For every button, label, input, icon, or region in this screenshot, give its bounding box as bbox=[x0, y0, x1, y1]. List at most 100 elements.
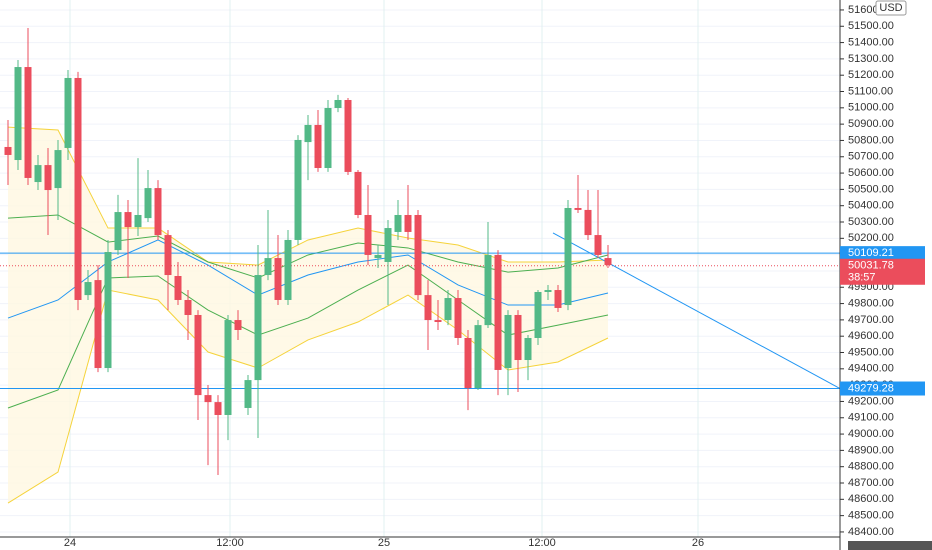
y-tick-label: 49000.00 bbox=[848, 428, 894, 440]
trend-line bbox=[552, 232, 841, 389]
y-tick-label: 49400.00 bbox=[848, 363, 894, 375]
y-tick-label: 51000.00 bbox=[848, 102, 894, 114]
candle-body bbox=[544, 290, 552, 292]
candle-body bbox=[24, 67, 32, 178]
x-tick-label: 26 bbox=[692, 537, 704, 549]
candle-body bbox=[474, 325, 482, 389]
candle-body bbox=[274, 258, 282, 300]
y-tick-label: 49500.00 bbox=[848, 346, 894, 358]
candle-body bbox=[54, 150, 62, 189]
candle-body bbox=[304, 124, 312, 143]
candle-body bbox=[104, 252, 112, 369]
candle-body bbox=[154, 188, 162, 236]
candle-body bbox=[94, 280, 102, 369]
candle-body bbox=[114, 212, 122, 251]
candle-body bbox=[214, 402, 222, 415]
y-tick-label: 49700.00 bbox=[848, 314, 894, 326]
candle-body bbox=[244, 380, 252, 408]
candle-body bbox=[334, 99, 342, 108]
candle-body bbox=[584, 209, 592, 236]
candle-body bbox=[164, 235, 172, 276]
y-tick-label: 48900.00 bbox=[848, 444, 894, 456]
candle-body bbox=[84, 282, 92, 296]
candle-body bbox=[4, 146, 12, 155]
y-tick-label: 49200.00 bbox=[848, 395, 894, 407]
y-tick-label: 49100.00 bbox=[848, 412, 894, 424]
y-tick-label: 48600.00 bbox=[848, 493, 894, 505]
price-label: 49279.28 bbox=[848, 382, 894, 394]
candle-body bbox=[314, 124, 322, 169]
candle-body bbox=[444, 298, 452, 321]
y-tick-label: 50800.00 bbox=[848, 134, 894, 146]
x-tick-label: 25 bbox=[378, 537, 390, 549]
y-tick-label: 48400.00 bbox=[848, 526, 894, 538]
candle-body bbox=[14, 67, 22, 161]
y-tick-label: 50900.00 bbox=[848, 118, 894, 130]
candle-body bbox=[434, 320, 442, 323]
candle-body bbox=[464, 337, 472, 389]
candle-body bbox=[344, 99, 352, 172]
candle-body bbox=[494, 254, 502, 370]
y-tick-label: 48800.00 bbox=[848, 461, 894, 473]
candle-body bbox=[524, 337, 532, 361]
y-tick-label: 50400.00 bbox=[848, 200, 894, 212]
price-label: 50109.21 bbox=[848, 247, 894, 259]
y-tick-label: 51100.00 bbox=[848, 85, 893, 97]
candle-body bbox=[504, 314, 512, 369]
candle-body bbox=[384, 228, 392, 262]
y-tick-label: 50700.00 bbox=[848, 151, 894, 163]
candle-body bbox=[564, 207, 572, 306]
candle-body bbox=[284, 239, 292, 300]
y-tick-label: 50200.00 bbox=[848, 232, 894, 244]
x-tick-label: 24 bbox=[64, 537, 76, 549]
y-tick-label: 51300.00 bbox=[848, 53, 894, 65]
candle-body bbox=[514, 314, 522, 361]
candle-body bbox=[424, 295, 432, 321]
last-price-box bbox=[840, 258, 925, 285]
candle-body bbox=[484, 254, 492, 326]
currency-box bbox=[875, 0, 907, 16]
candle-body bbox=[404, 214, 412, 232]
candle-body bbox=[364, 214, 372, 255]
candle-body bbox=[184, 299, 192, 315]
countdown-label: 38:57 bbox=[848, 272, 876, 284]
candle-body bbox=[124, 212, 132, 228]
candle-body bbox=[604, 258, 612, 266]
y-tick-label: 51200.00 bbox=[848, 69, 894, 81]
candle-body bbox=[294, 139, 302, 240]
y-tick-label: 49600.00 bbox=[848, 330, 894, 342]
y-tick-label: 49800.00 bbox=[848, 297, 894, 309]
candle-body bbox=[574, 207, 582, 210]
candle-body bbox=[374, 254, 382, 259]
y-tick-label: 50300.00 bbox=[848, 216, 894, 228]
candle-body bbox=[594, 235, 602, 255]
candle-body bbox=[454, 298, 462, 338]
y-tick-label: 51400.00 bbox=[848, 36, 894, 48]
candle-body bbox=[394, 214, 402, 232]
candle-body bbox=[134, 214, 142, 228]
candle-body bbox=[34, 165, 42, 183]
band-fill bbox=[8, 127, 608, 504]
currency-label: USD bbox=[879, 2, 902, 14]
y-tick-label: 51500.00 bbox=[848, 20, 894, 32]
candle-body bbox=[64, 77, 72, 148]
y-tick-label: 48700.00 bbox=[848, 477, 894, 489]
x-tick-label: 12:00 bbox=[216, 537, 244, 549]
candle-body bbox=[174, 276, 182, 300]
y-tick-label: 48500.00 bbox=[848, 510, 894, 522]
price-label-box bbox=[840, 246, 925, 261]
y-tick-label: 50600.00 bbox=[848, 167, 894, 179]
candle-body bbox=[354, 171, 362, 215]
corner-box bbox=[848, 541, 932, 550]
candle-body bbox=[194, 314, 202, 396]
candle-body bbox=[324, 107, 332, 169]
candle-body bbox=[554, 290, 562, 308]
candle-body bbox=[534, 291, 542, 338]
candle-body bbox=[44, 165, 52, 191]
y-tick-label: 50500.00 bbox=[848, 183, 894, 195]
price-label-box bbox=[840, 381, 925, 396]
candle-body bbox=[234, 320, 242, 330]
last-price-label: 50031.78 bbox=[848, 260, 894, 272]
candle-body bbox=[74, 77, 82, 300]
